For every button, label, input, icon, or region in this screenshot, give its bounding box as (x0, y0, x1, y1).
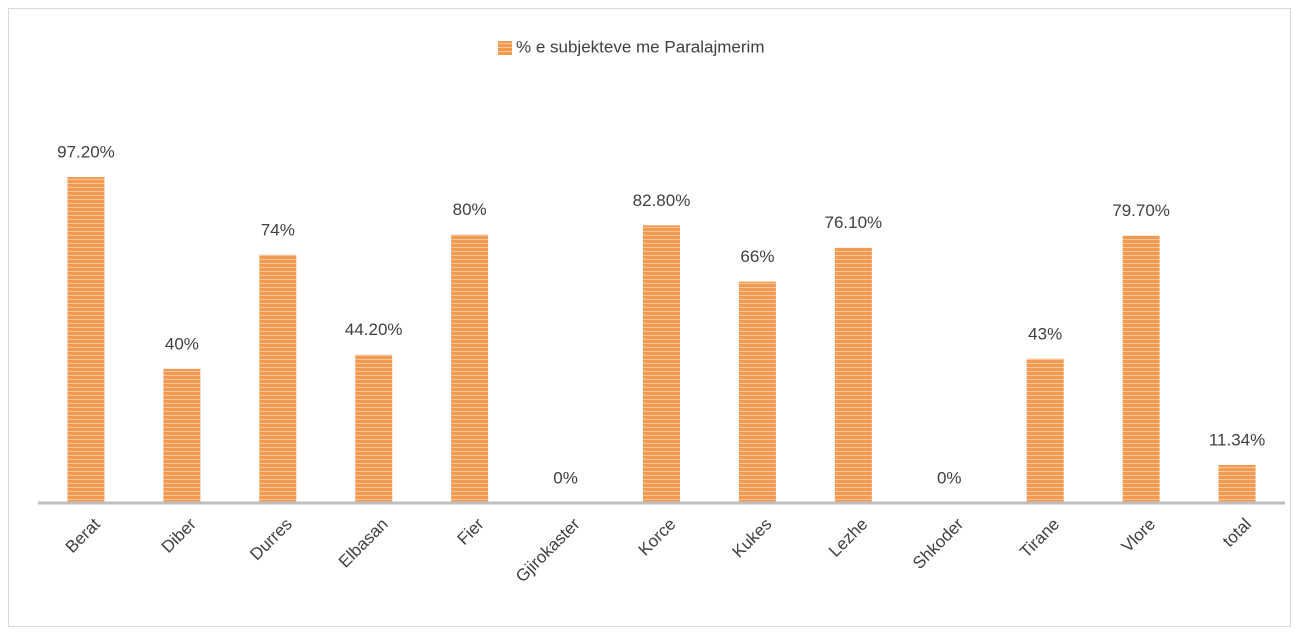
bar (834, 247, 872, 503)
data-label: 44.20% (345, 320, 403, 339)
legend-swatch (498, 41, 512, 55)
legend-label: % e subjekteve me Paralajmerim (516, 37, 764, 56)
data-label: 40% (165, 334, 199, 353)
data-label: 80% (453, 200, 487, 219)
bar (643, 225, 680, 503)
data-label: 97.20% (57, 142, 115, 161)
data-label: 66% (740, 247, 774, 266)
data-label: 82.80% (633, 191, 691, 210)
data-label: 11.34% (1209, 430, 1265, 449)
data-label: 79.70% (1112, 201, 1170, 220)
bar (738, 281, 776, 503)
data-label: 74% (261, 220, 295, 239)
bar (451, 234, 489, 503)
bar (1122, 235, 1160, 503)
bar (67, 176, 105, 503)
data-label: 43% (1028, 324, 1062, 343)
data-label: 0% (937, 468, 962, 487)
bar (1026, 358, 1064, 503)
data-label: 76.10% (825, 213, 883, 232)
data-label: 0% (553, 468, 578, 487)
bar (355, 354, 393, 503)
bar (259, 254, 297, 503)
bar (1218, 464, 1256, 503)
bar (163, 368, 201, 503)
